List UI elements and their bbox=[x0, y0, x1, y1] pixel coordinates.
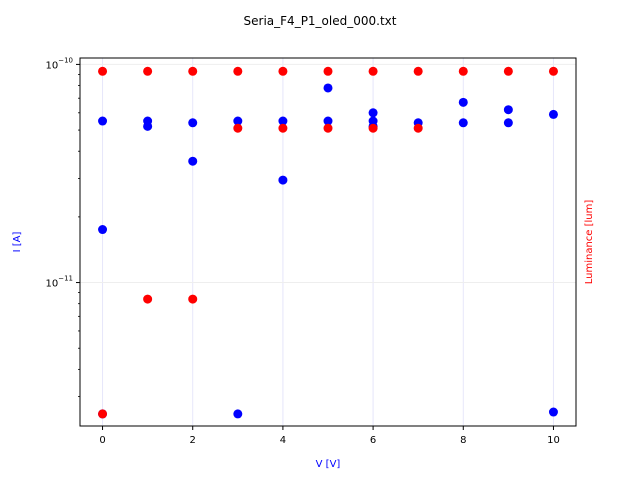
luminance-point bbox=[368, 123, 378, 133]
luminance-point bbox=[413, 123, 423, 133]
luminance-point bbox=[278, 66, 288, 76]
current-point bbox=[548, 109, 558, 119]
luminance-point bbox=[233, 66, 243, 76]
x-tick-label: 10 bbox=[547, 435, 560, 446]
luminance-point bbox=[98, 66, 108, 76]
current-point bbox=[458, 118, 468, 128]
plot-area bbox=[79, 57, 577, 427]
x-axis: 0 2 4 6 8 10 bbox=[99, 426, 560, 446]
x-tick-label: 8 bbox=[460, 435, 466, 446]
data-points bbox=[98, 66, 558, 419]
current-point bbox=[323, 116, 333, 126]
luminance-point bbox=[368, 66, 378, 76]
luminance-point bbox=[323, 123, 333, 133]
y-tick-label: 10−10 bbox=[45, 56, 73, 71]
luminance-point bbox=[188, 294, 198, 304]
current-point bbox=[323, 83, 333, 93]
current-point bbox=[233, 409, 243, 419]
luminance-point bbox=[548, 66, 558, 76]
current-point bbox=[143, 121, 153, 131]
y-axis: 10−10 10−11 bbox=[45, 56, 80, 398]
luminance-point bbox=[458, 66, 468, 76]
current-point bbox=[458, 97, 468, 107]
luminance-point bbox=[503, 66, 513, 76]
grid bbox=[80, 58, 576, 426]
luminance-point bbox=[323, 66, 333, 76]
y-axis-label: I [A] bbox=[12, 232, 23, 253]
luminance-point bbox=[143, 66, 153, 76]
luminance-point bbox=[278, 123, 288, 133]
current-point bbox=[548, 407, 558, 417]
chart-title: Seria_F4_P1_oled_000.txt bbox=[244, 14, 397, 28]
current-point bbox=[188, 156, 198, 166]
luminance-point bbox=[143, 294, 153, 304]
y2-axis-label: Luminance [lum] bbox=[584, 200, 595, 285]
current-point bbox=[278, 116, 288, 126]
x-tick-label: 6 bbox=[370, 435, 376, 446]
current-point bbox=[233, 116, 243, 126]
x-axis-label: V [V] bbox=[316, 459, 341, 470]
luminance-point bbox=[98, 409, 108, 419]
current-point bbox=[188, 118, 198, 128]
y-tick-label: 10−11 bbox=[45, 275, 73, 290]
x-tick-label: 4 bbox=[280, 435, 286, 446]
current-point bbox=[98, 116, 108, 126]
x-tick-label: 0 bbox=[99, 435, 105, 446]
current-point bbox=[98, 225, 108, 235]
current-point bbox=[278, 175, 288, 185]
current-point bbox=[503, 105, 513, 115]
current-point bbox=[368, 108, 378, 118]
current-point bbox=[503, 118, 513, 128]
luminance-point bbox=[413, 66, 423, 76]
x-tick-label: 2 bbox=[190, 435, 196, 446]
luminance-point bbox=[188, 66, 198, 76]
luminance-point bbox=[233, 123, 243, 133]
